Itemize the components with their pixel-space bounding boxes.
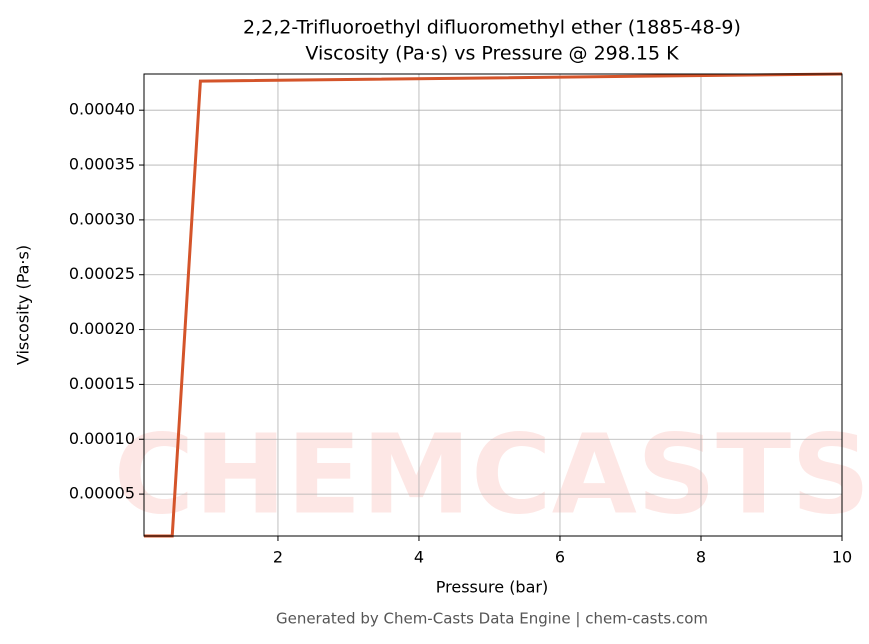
y-tick-label: 0.00020 xyxy=(69,319,135,338)
watermark: CHEMCASTS xyxy=(114,410,869,538)
y-tick-label: 0.00040 xyxy=(69,100,135,119)
x-tick-label: 8 xyxy=(696,548,706,567)
y-tick-label: 0.00030 xyxy=(69,209,135,228)
x-tick-label: 10 xyxy=(832,548,852,567)
y-tick-label: 0.00025 xyxy=(69,264,135,283)
x-tick-label: 4 xyxy=(414,548,424,567)
footer: Generated by Chem-Casts Data Engine | ch… xyxy=(276,610,708,628)
x-tick-label: 2 xyxy=(273,548,283,567)
y-tick-label: 0.00035 xyxy=(69,155,135,174)
chart-subtitle: Viscosity (Pa·s) vs Pressure @ 298.15 K xyxy=(305,43,679,65)
plot-frame xyxy=(143,73,843,537)
y-tick-label: 0.00010 xyxy=(69,429,135,448)
y-tick-label: 0.00015 xyxy=(69,374,135,393)
y-axis-label: Viscosity (Pa·s) xyxy=(14,245,33,365)
x-axis-label: Pressure (bar) xyxy=(436,578,548,597)
x-tick-label: 6 xyxy=(555,548,565,567)
y-tick-label: 0.00005 xyxy=(69,484,135,503)
chart-title: 2,2,2-Trifluoroethyl difluoromethyl ethe… xyxy=(243,17,741,39)
